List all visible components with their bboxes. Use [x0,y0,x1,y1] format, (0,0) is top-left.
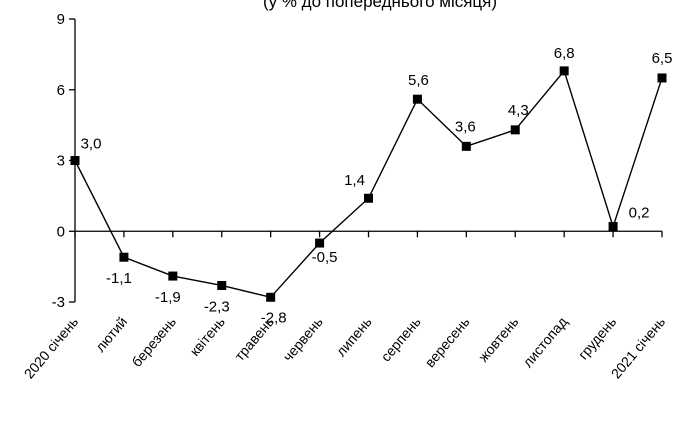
data-label: 3,6 [455,118,476,135]
data-labels: 3,0 -1,1 -1,9 -2,3 -2,8 -0,5 1,4 5,6 3,6 4,3 6,8 0,… [81,45,673,326]
x-tick-label: вересень [422,314,473,371]
x-tick-label: листопад [519,314,570,371]
data-point-marker [364,193,373,203]
series-line [70,66,667,302]
data-label: -1,1 [106,270,132,287]
series-path [74,69,663,299]
data-label: 6,8 [554,45,575,62]
data-point-marker [412,94,422,104]
x-tick-label: грудень [575,314,620,363]
data-point-marker [217,280,227,290]
data-label: 4,3 [508,102,529,119]
data-label: 3,0 [81,136,102,153]
x-tick-label: жовтень [475,314,522,365]
x-tick-label: квітень [186,314,228,359]
x-tick-label: 2020 січень [21,314,82,382]
x-tick-label: лютий [92,314,130,355]
data-point-marker [657,73,667,83]
y-tick-label: -3 [52,294,65,311]
data-label: -1,9 [155,289,181,306]
y-tick-label: 6 [57,82,65,99]
data-point-marker [70,156,80,165]
y-tick-label: 9 [57,11,65,28]
data-point-marker [461,141,471,151]
data-point-marker [266,292,276,302]
data-point-marker [168,271,178,281]
data-label: -0,5 [312,249,338,266]
data-label: 1,4 [344,172,365,189]
chart-title: (у % до попереднього місяця) [263,0,497,11]
y-tick-label: 0 [57,223,65,240]
x-tick-label: серпень [377,314,423,365]
data-label: 6,5 [652,50,673,67]
x-tick-label: березень [128,314,179,370]
data-label: 0,2 [629,205,650,222]
data-point-marker [119,252,129,262]
data-point-marker [315,238,325,248]
data-point-marker [608,222,618,232]
data-label: 5,6 [408,72,429,89]
x-tick-label: липень [333,314,375,360]
data-label: -2,8 [261,309,287,326]
y-tick-label: 3 [57,153,65,170]
data-point-marker [510,125,520,135]
data-label: -2,3 [204,298,230,315]
data-point-marker [559,66,569,76]
